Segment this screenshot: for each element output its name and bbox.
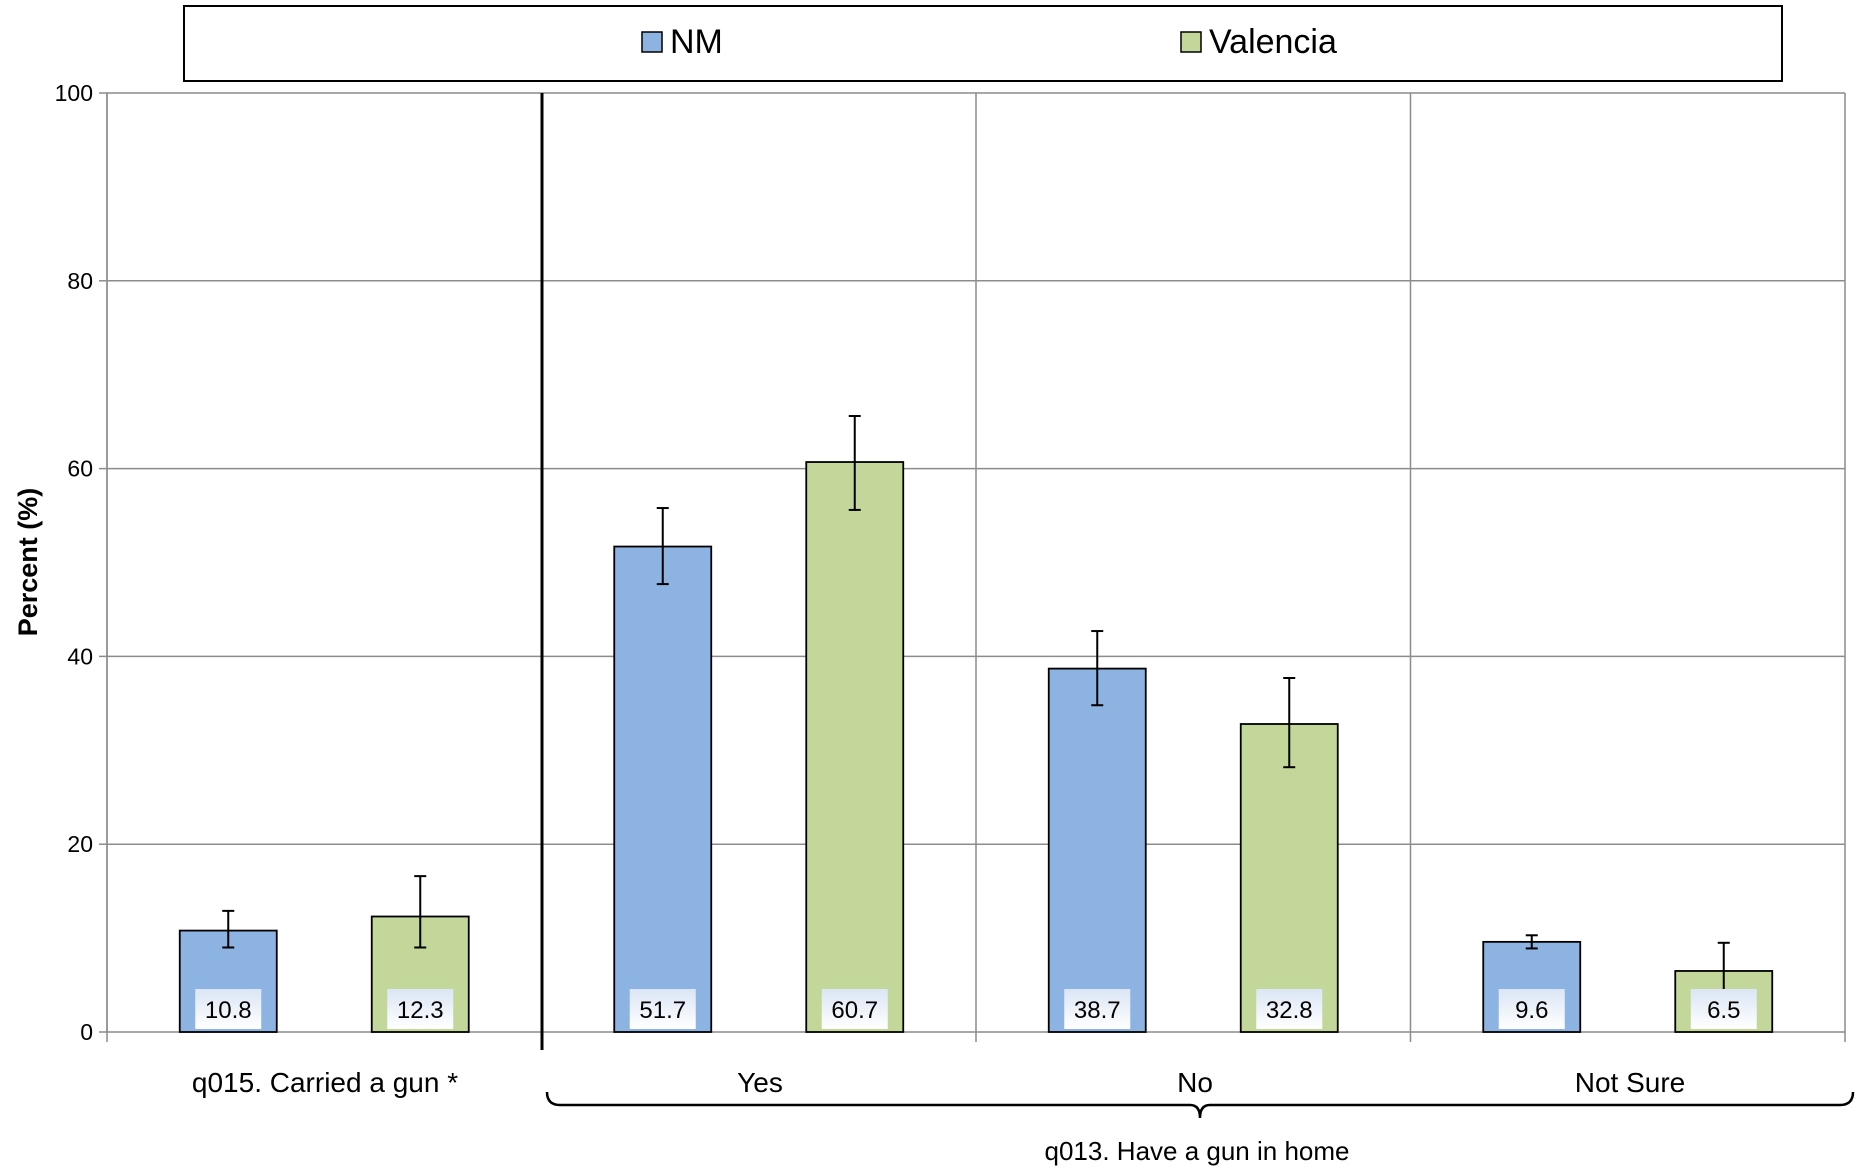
category-label-carried-gun: q015. Carried a gun * (192, 1067, 458, 1098)
y-tick-label: 20 (67, 831, 93, 857)
data-label: 60.7 (831, 997, 878, 1024)
legend-swatch-nm (641, 31, 663, 53)
category-label-yes: Yes (737, 1067, 783, 1098)
data-label-box (1256, 989, 1323, 1029)
category-label-no: No (1177, 1067, 1213, 1098)
data-label: 32.8 (1266, 997, 1313, 1024)
data-label-box (387, 989, 454, 1029)
y-tick-label: 0 (80, 1019, 93, 1045)
data-label: 6.5 (1707, 997, 1740, 1024)
bar-valencia-1 (805, 461, 905, 1033)
legend-frame (183, 5, 1783, 82)
bars: 10.8 51.7 38.7 9.6 12.3 60.7 32.8 6.5 (178, 415, 1774, 1033)
legend-label-valencia: Valencia (1209, 23, 1337, 61)
bar-nm-1 (613, 545, 713, 1033)
y-axis-title: Percent (%) (13, 488, 43, 637)
data-label-box (1498, 989, 1565, 1029)
y-tick-label: 40 (67, 643, 93, 669)
bar-valencia-2 (1239, 723, 1339, 1033)
gridlines (106, 92, 1846, 1042)
data-label-box (195, 989, 262, 1029)
data-label-box (821, 989, 888, 1029)
category-label-not-sure: Not Sure (1575, 1067, 1686, 1098)
y-tick-label: 100 (55, 80, 93, 106)
data-label: 51.7 (639, 997, 686, 1024)
data-label-box (629, 989, 696, 1029)
group-label: q013. Have a gun in home (1045, 1136, 1350, 1166)
legend-label-nm: NM (670, 23, 723, 61)
data-label: 38.7 (1074, 997, 1121, 1024)
bar-nm-2 (1047, 667, 1147, 1033)
legend: NM Valencia (183, 5, 1783, 82)
data-label-box (1690, 989, 1757, 1029)
y-tick-label: 80 (67, 268, 93, 294)
y-tick-label: 60 (67, 456, 93, 482)
y-axis-ticks: 0 20 40 60 80 100 (55, 80, 107, 1045)
data-label: 10.8 (205, 997, 252, 1024)
group-brace (545, 1091, 1855, 1119)
data-label: 9.6 (1515, 997, 1548, 1024)
data-label: 12.3 (397, 997, 444, 1024)
data-label-box (1064, 989, 1131, 1029)
legend-swatch-valencia (1180, 31, 1202, 53)
